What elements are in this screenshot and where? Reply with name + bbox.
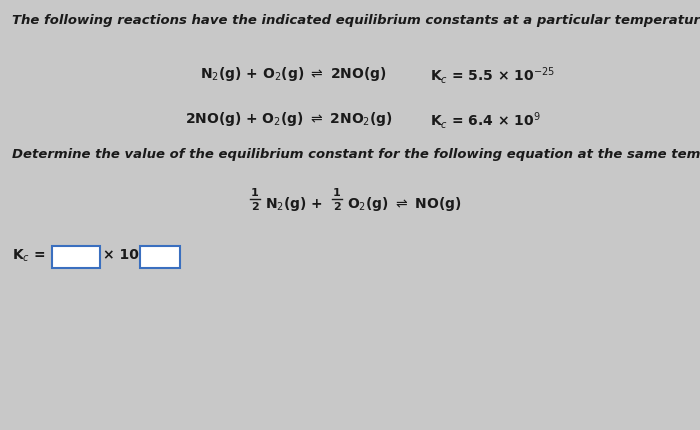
Text: 1: 1 <box>333 187 341 197</box>
Text: N$_2$(g) + O$_2$(g) $\rightleftharpoons$ 2NO(g): N$_2$(g) + O$_2$(g) $\rightleftharpoons$… <box>200 65 386 83</box>
Text: 2: 2 <box>333 202 341 212</box>
Text: K$_c$ =: K$_c$ = <box>12 247 46 264</box>
FancyBboxPatch shape <box>140 246 180 268</box>
Text: 1: 1 <box>251 187 259 197</box>
Text: N$_2$(g) +: N$_2$(g) + <box>265 194 323 212</box>
Text: O$_2$(g) $\rightleftharpoons$ NO(g): O$_2$(g) $\rightleftharpoons$ NO(g) <box>347 194 461 212</box>
FancyBboxPatch shape <box>52 246 100 268</box>
Text: K$_c$ = 6.4 × 10$^9$: K$_c$ = 6.4 × 10$^9$ <box>430 110 540 131</box>
Text: Determine the value of the equilibrium constant for the following equation at th: Determine the value of the equilibrium c… <box>12 147 700 161</box>
Text: K$_c$ = 5.5 × 10$^{-25}$: K$_c$ = 5.5 × 10$^{-25}$ <box>430 65 555 86</box>
Text: 2NO(g) + O$_2$(g) $\rightleftharpoons$ 2NO$_2$(g): 2NO(g) + O$_2$(g) $\rightleftharpoons$ 2… <box>185 110 393 128</box>
Text: × 10: × 10 <box>103 247 139 261</box>
Text: The following reactions have the indicated equilibrium constants at a particular: The following reactions have the indicat… <box>12 14 700 27</box>
Text: 2: 2 <box>251 202 259 212</box>
